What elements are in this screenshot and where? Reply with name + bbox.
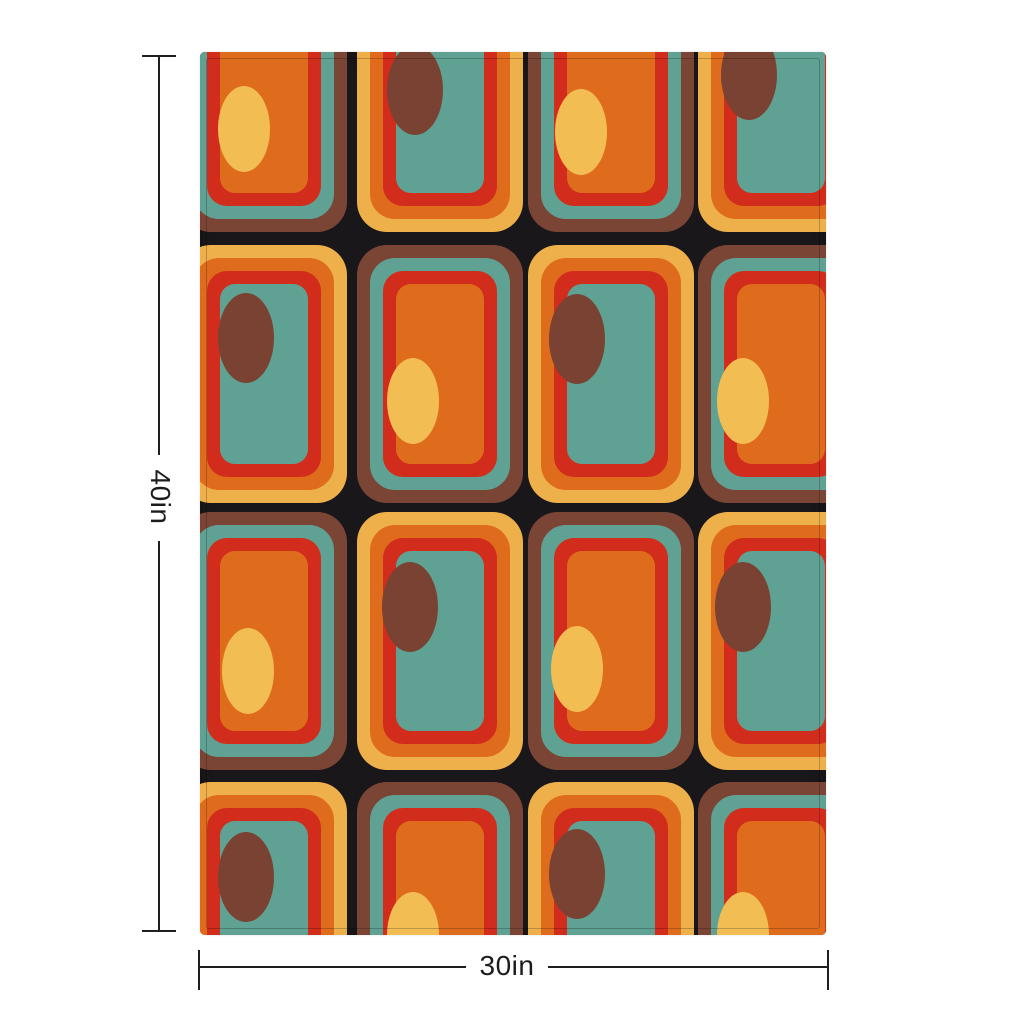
width-label: 30in [479,950,535,981]
pattern-cell [698,245,826,503]
pattern-cell [357,782,523,935]
pattern-ellipse [555,89,607,175]
pattern-ellipse [549,829,605,919]
pattern-cell [357,52,523,232]
pattern-cell [528,245,694,503]
pattern-ellipse [387,52,443,135]
pattern-cell [528,512,694,770]
pattern-ellipse [551,626,603,712]
width-dim-line-left [200,966,466,968]
width-dim-right-cap [827,950,829,990]
pattern-cell [200,512,347,770]
pattern-cell [200,245,347,503]
pattern-ellipse [717,358,769,444]
height-dim-line-upper [158,56,160,455]
pattern-cell [200,52,347,232]
pattern-cell [698,52,826,232]
pattern-ellipse [387,358,439,444]
pattern-ellipse [715,562,771,652]
pattern-cell [200,782,347,935]
pattern-cell [357,512,523,770]
pattern-ellipse [218,832,274,922]
pattern-ellipse [222,628,274,714]
pattern-cell [698,782,826,935]
pattern-ellipse [218,293,274,383]
width-dim-line-right [548,966,827,968]
pattern-ellipse [218,86,270,172]
pattern-ellipse [382,562,438,652]
pattern-cell [698,512,826,770]
height-label: 40in [145,469,176,525]
pattern-cell [357,245,523,503]
pattern-cell [528,52,694,232]
height-dim-line-lower [158,541,160,931]
blanket-image [200,52,826,935]
pattern-ellipse [549,294,605,384]
height-dim-bottom-cap [142,930,176,932]
width-dim-left-cap [198,950,200,990]
pattern-cell [528,782,694,935]
